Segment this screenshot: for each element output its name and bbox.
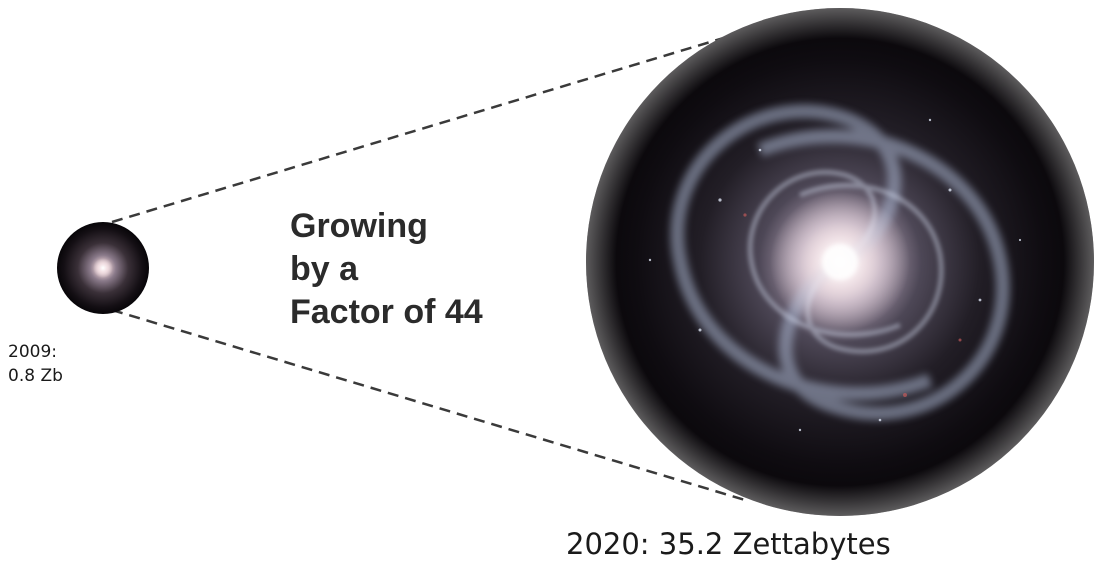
lower-dashed-line [111, 308, 746, 502]
small-galaxy [57, 222, 149, 314]
large-galaxy-label: 2020: 35.2 Zettabytes [566, 527, 891, 561]
upper-dashed-line [111, 16, 791, 224]
small-galaxy-label: 2009: 0.8 Zb [8, 340, 63, 388]
headline-line-1: Growing [290, 207, 428, 245]
headline-line-2: by a [290, 250, 359, 288]
large-galaxy [586, 8, 1094, 516]
small-label-amount: 0.8 Zb [8, 366, 63, 386]
small-label-year: 2009: [8, 342, 57, 362]
growth-headline: Growing by a Factor of 44 [290, 205, 483, 334]
headline-line-3: Factor of 44 [290, 293, 483, 331]
